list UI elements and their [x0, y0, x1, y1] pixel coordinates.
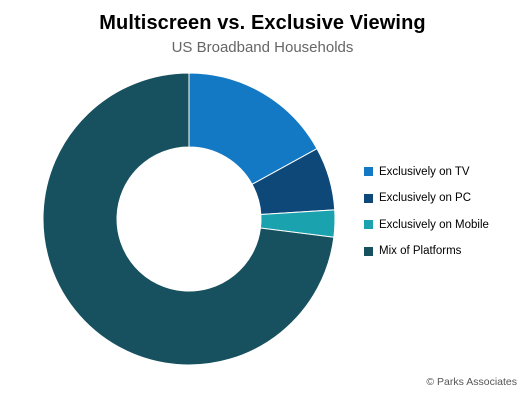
legend-item-exclusively-on-tv: Exclusively on TV [364, 165, 524, 178]
legend-label: Exclusively on TV [379, 165, 470, 178]
legend-swatch [364, 167, 373, 176]
slice-mix-of-platforms [42, 72, 335, 366]
legend-label: Mix of Platforms [379, 245, 462, 257]
legend-label: Exclusively on PC [379, 192, 472, 204]
chart-title: Multiscreen vs. Exclusive Viewing [99, 12, 426, 34]
source-credit: © Parks Associates [426, 376, 517, 388]
legend-swatch [364, 220, 373, 229]
chart-legend: Exclusively on TV Exclusively on PC Exclus… [364, 165, 524, 271]
legend-label: Exclusively on Mobile [379, 218, 489, 231]
chart-subtitle: US Broadband Households [171, 39, 354, 56]
slice-exclusively-on-tv [188, 72, 318, 185]
legend-item-mix-of-platforms: Mix of Platforms [364, 245, 524, 258]
legend-swatch [364, 246, 373, 256]
legend-item-exclusively-on-pc: Exclusively on PC [364, 192, 524, 205]
legend-item-exclusively-on-mobile: Exclusively on Mobile [364, 218, 524, 231]
legend-swatch [364, 193, 373, 203]
